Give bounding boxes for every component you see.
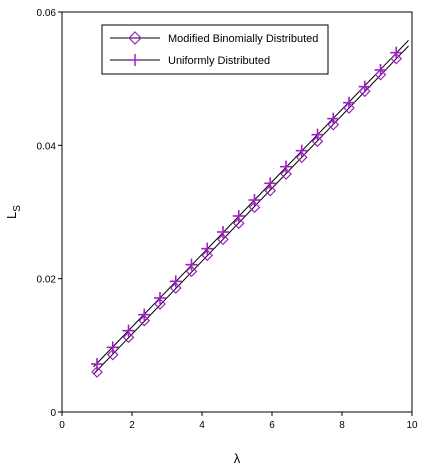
data-point-binomial bbox=[232, 217, 245, 230]
data-point-uniform bbox=[106, 341, 119, 354]
data-point-binomial bbox=[185, 265, 198, 278]
data-point-uniform bbox=[201, 242, 214, 255]
y-tick-label: 0 bbox=[50, 408, 56, 419]
data-point-binomial bbox=[122, 331, 135, 344]
data-point-uniform bbox=[232, 210, 245, 222]
x-tick-label: 10 bbox=[406, 420, 418, 431]
data-point-uniform bbox=[248, 194, 261, 206]
data-point-uniform bbox=[343, 96, 355, 109]
legend-label-uniform: Uniformly Distributed bbox=[168, 55, 270, 67]
data-point-binomial bbox=[169, 282, 182, 294]
x-tick-label: 2 bbox=[129, 420, 135, 431]
data-point-binomial bbox=[295, 151, 308, 164]
data-point-binomial bbox=[91, 366, 103, 378]
legend-box bbox=[101, 24, 329, 75]
data-point-binomial bbox=[280, 168, 292, 180]
data-point-uniform bbox=[390, 46, 403, 59]
data-point-uniform bbox=[122, 324, 135, 337]
axis-ticks: 0 2 4 6 8 10 0 0.02 0.04 0.06 bbox=[37, 8, 418, 431]
x-tick-label: 4 bbox=[199, 420, 205, 431]
data-point-binomial bbox=[374, 68, 387, 81]
data-point-binomial bbox=[154, 298, 166, 310]
trend-line-binomial bbox=[93, 45, 409, 375]
legend-marker-diamond bbox=[128, 31, 142, 45]
data-point-binomial bbox=[343, 102, 355, 114]
plot-area bbox=[61, 11, 413, 413]
data-point-binomial bbox=[217, 233, 229, 246]
data-point-binomial bbox=[358, 85, 371, 98]
data-point-uniform bbox=[311, 128, 324, 141]
svg-text:LS: LS bbox=[4, 205, 23, 219]
data-point-uniform bbox=[264, 177, 277, 190]
data-point-uniform bbox=[327, 112, 340, 125]
data-point-binomial bbox=[248, 201, 261, 214]
y-tick-label: 0.06 bbox=[37, 8, 57, 19]
x-tick-label: 0 bbox=[59, 420, 65, 431]
data-point-binomial bbox=[311, 135, 324, 148]
data-point-binomial bbox=[390, 52, 403, 65]
legend-marker-plus bbox=[129, 54, 141, 66]
data-point-uniform bbox=[358, 80, 371, 93]
x-tick-label: 6 bbox=[269, 420, 275, 431]
x-tick-label: 8 bbox=[339, 420, 345, 431]
data-markers bbox=[91, 46, 403, 378]
data-point-binomial bbox=[264, 184, 277, 197]
x-axis-title: λ bbox=[234, 451, 241, 466]
y-axis-title: LS bbox=[4, 205, 23, 219]
y-axis-title-main: L bbox=[4, 212, 19, 219]
data-point-uniform bbox=[138, 308, 151, 321]
y-tick-label: 0.02 bbox=[37, 275, 57, 286]
data-point-uniform bbox=[185, 258, 198, 271]
legend: Modified Binomially Distributed Uniforml… bbox=[101, 24, 329, 75]
data-point-uniform bbox=[169, 275, 182, 288]
data-point-binomial bbox=[138, 314, 151, 327]
legend-label-binomial: Modified Binomially Distributed bbox=[168, 33, 318, 45]
data-point-uniform bbox=[217, 226, 229, 238]
data-point-uniform bbox=[295, 144, 308, 157]
data-point-uniform bbox=[280, 160, 292, 173]
trend-lines bbox=[93, 40, 409, 375]
data-point-uniform bbox=[154, 292, 166, 304]
data-point-binomial bbox=[327, 118, 340, 131]
data-point-binomial bbox=[106, 348, 119, 361]
trend-line-uniform bbox=[93, 40, 409, 368]
data-point-binomial bbox=[201, 249, 214, 262]
y-tick-label: 0.04 bbox=[37, 141, 57, 152]
data-point-uniform bbox=[91, 358, 103, 370]
data-point-uniform bbox=[374, 64, 387, 76]
y-axis-title-sub: S bbox=[12, 205, 23, 212]
